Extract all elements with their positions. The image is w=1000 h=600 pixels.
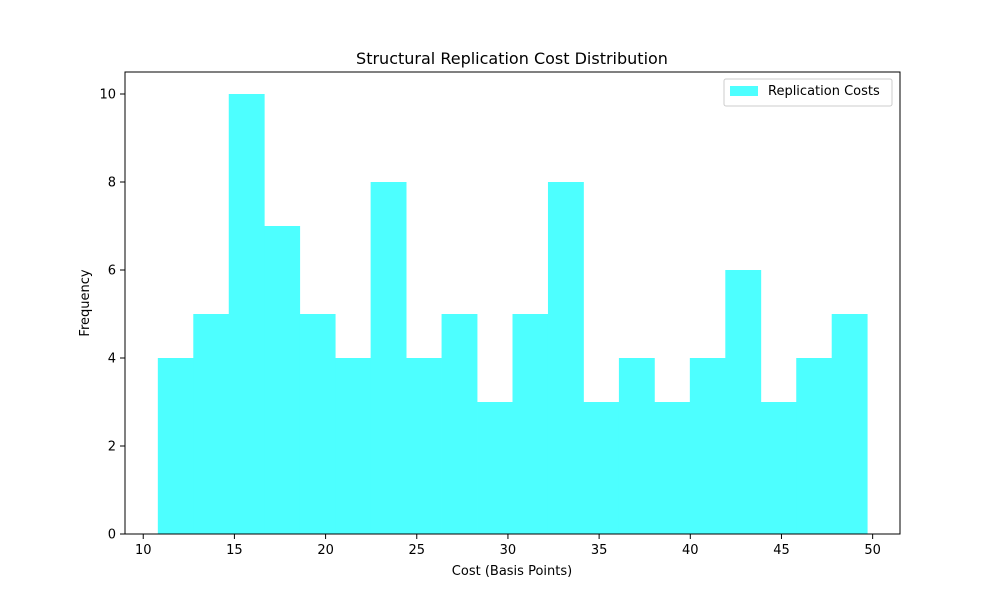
x-tick-label: 30	[500, 543, 517, 558]
bars-group	[157, 94, 868, 534]
legend-swatch	[730, 86, 758, 96]
histogram-bar	[547, 182, 584, 534]
histogram-bar	[654, 402, 691, 534]
histogram-bar	[583, 402, 620, 534]
y-tick-label: 8	[108, 176, 116, 191]
x-axis: 10 15 20 25 30 35 40 45 50	[135, 534, 881, 558]
x-tick-label: 15	[226, 543, 243, 558]
x-axis-label: Cost (Basis Points)	[452, 564, 572, 579]
histogram-bar	[760, 402, 797, 534]
histogram-bar	[441, 314, 478, 534]
x-tick-label: 40	[682, 543, 699, 558]
histogram-bar	[689, 358, 726, 534]
x-tick-label: 35	[591, 543, 608, 558]
histogram-bar	[831, 314, 868, 534]
x-tick-label: 20	[317, 543, 334, 558]
histogram-bar	[477, 402, 513, 534]
histogram-bar	[796, 358, 833, 534]
y-axis-label: Frequency	[78, 269, 93, 336]
histogram-bar	[406, 358, 442, 534]
plot-frame	[124, 71, 901, 535]
y-tick-label: 2	[108, 440, 116, 455]
histogram-bar	[370, 182, 407, 534]
histogram-bar	[299, 314, 336, 534]
histogram-bar	[618, 358, 655, 534]
chart-title: Structural Replication Cost Distribution	[356, 49, 668, 68]
histogram-bar	[264, 226, 301, 534]
legend-frame	[723, 78, 893, 107]
histogram-bar	[725, 270, 762, 534]
y-tick-label: 4	[108, 352, 116, 367]
legend: Replication Costs	[723, 78, 893, 107]
histogram-bar	[512, 314, 549, 534]
y-tick-label: 6	[108, 264, 116, 279]
histogram-bar	[193, 314, 230, 534]
legend-label: Replication Costs	[768, 84, 880, 99]
x-tick-label: 10	[135, 543, 152, 558]
x-tick-label: 50	[864, 543, 881, 558]
x-tick-label: 45	[773, 543, 790, 558]
y-tick-label: 10	[99, 88, 116, 103]
x-tick-label: 25	[408, 543, 425, 558]
histogram-bar	[157, 358, 194, 534]
y-tick-label: 0	[108, 528, 116, 543]
histogram-bar	[228, 94, 265, 534]
y-axis: 0 2 4 6 8 10	[99, 88, 125, 543]
histogram-bar	[335, 358, 372, 534]
